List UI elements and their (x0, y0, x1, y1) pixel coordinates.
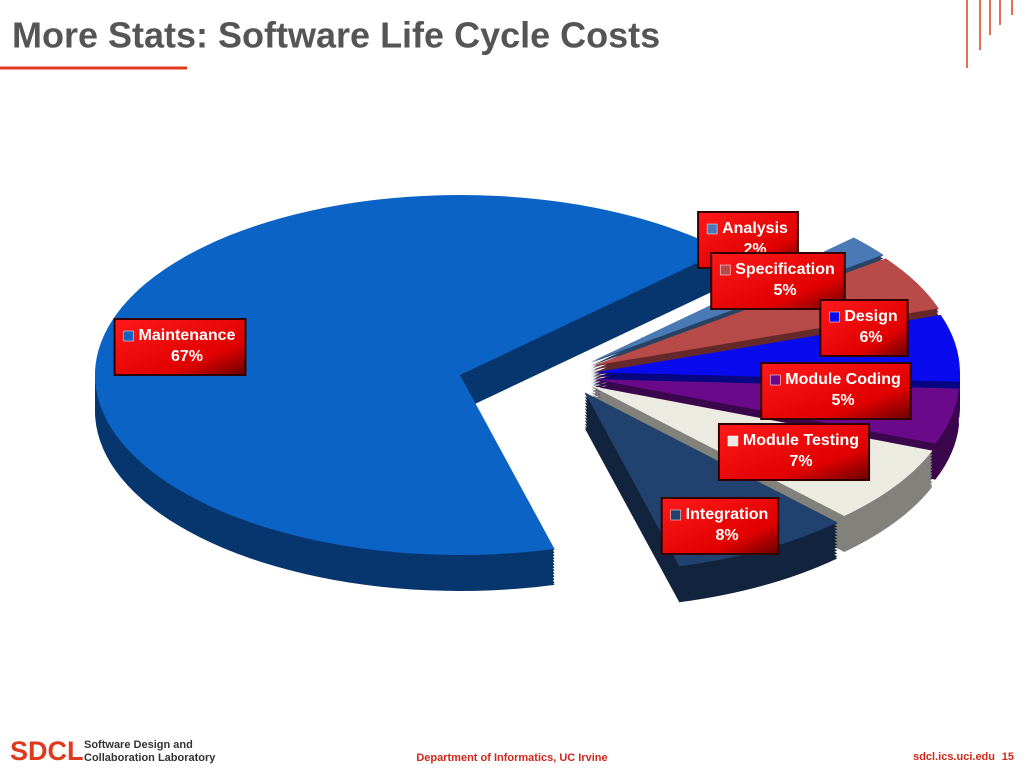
category-label: Integration (686, 506, 769, 523)
data-label: Integration 8% (660, 497, 780, 555)
legend-swatch (829, 311, 840, 323)
corner-decoration (966, 0, 1013, 68)
lab-name: Collaboration Laboratory (84, 752, 216, 764)
lab-name: Software Design and (84, 739, 193, 751)
legend-swatch (123, 330, 134, 342)
label-box (819, 299, 909, 357)
slice (592, 258, 939, 366)
category-label: Analysis (722, 220, 788, 237)
value-label: 8% (715, 527, 738, 544)
value-label: 6% (859, 329, 882, 346)
pie-chart: Maintenance67%Analysis2%Specification5%D… (95, 195, 960, 603)
legend-swatch (727, 435, 739, 447)
data-label: Module Coding 5% (760, 362, 912, 420)
category-label: Module Testing (743, 432, 859, 449)
data-label: Module Testing 7% (717, 423, 871, 481)
slice (95, 195, 724, 555)
label-box (760, 362, 912, 420)
legend-swatch (670, 509, 681, 521)
legend-swatch (719, 264, 731, 276)
logo: SDCL (10, 736, 84, 766)
legend-swatch (769, 374, 781, 386)
legend-swatch (706, 223, 718, 235)
slide-title: More Stats: Software Life Cycle Costs (12, 15, 660, 56)
data-label: Design 6% (819, 299, 909, 357)
data-label: Maintenance 67% (113, 318, 247, 376)
label-box (113, 318, 247, 376)
category-label: Design (844, 308, 897, 325)
category-label: Maintenance (139, 327, 236, 344)
value-label: 67% (171, 348, 203, 365)
category-label: Specification (735, 261, 835, 278)
page-number: 15 (1002, 751, 1014, 763)
label-box (717, 423, 871, 481)
value-label: 5% (831, 392, 854, 409)
department: Department of Informatics, UC Irvine (416, 752, 607, 764)
category-label: Module Coding (785, 371, 901, 388)
url: sdcl.ics.uci.edu (913, 751, 995, 763)
value-label: 7% (789, 453, 812, 470)
value-label: 5% (773, 282, 796, 299)
label-box (660, 497, 780, 555)
